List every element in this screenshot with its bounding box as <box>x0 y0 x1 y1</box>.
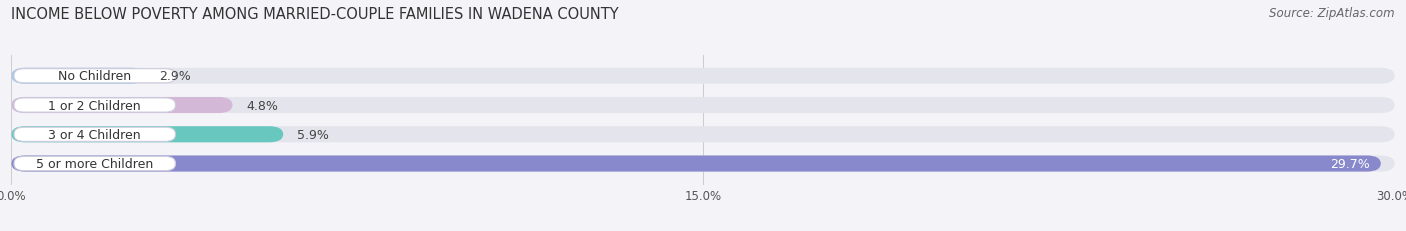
Text: INCOME BELOW POVERTY AMONG MARRIED-COUPLE FAMILIES IN WADENA COUNTY: INCOME BELOW POVERTY AMONG MARRIED-COUPL… <box>11 7 619 22</box>
FancyBboxPatch shape <box>11 97 1395 114</box>
FancyBboxPatch shape <box>11 97 232 114</box>
Text: 2.9%: 2.9% <box>159 70 191 83</box>
FancyBboxPatch shape <box>11 127 1395 143</box>
FancyBboxPatch shape <box>14 69 176 83</box>
Text: 29.7%: 29.7% <box>1330 157 1369 170</box>
Text: Source: ZipAtlas.com: Source: ZipAtlas.com <box>1270 7 1395 20</box>
Text: 5.9%: 5.9% <box>297 128 329 141</box>
FancyBboxPatch shape <box>11 127 284 143</box>
FancyBboxPatch shape <box>14 157 176 171</box>
FancyBboxPatch shape <box>11 68 1395 84</box>
FancyBboxPatch shape <box>11 156 1381 172</box>
Text: 3 or 4 Children: 3 or 4 Children <box>48 128 141 141</box>
Text: No Children: No Children <box>58 70 131 83</box>
Text: 1 or 2 Children: 1 or 2 Children <box>48 99 141 112</box>
FancyBboxPatch shape <box>14 128 176 142</box>
FancyBboxPatch shape <box>11 68 145 84</box>
FancyBboxPatch shape <box>11 156 1395 172</box>
FancyBboxPatch shape <box>14 98 176 112</box>
Text: 4.8%: 4.8% <box>246 99 278 112</box>
Text: 5 or more Children: 5 or more Children <box>37 157 153 170</box>
